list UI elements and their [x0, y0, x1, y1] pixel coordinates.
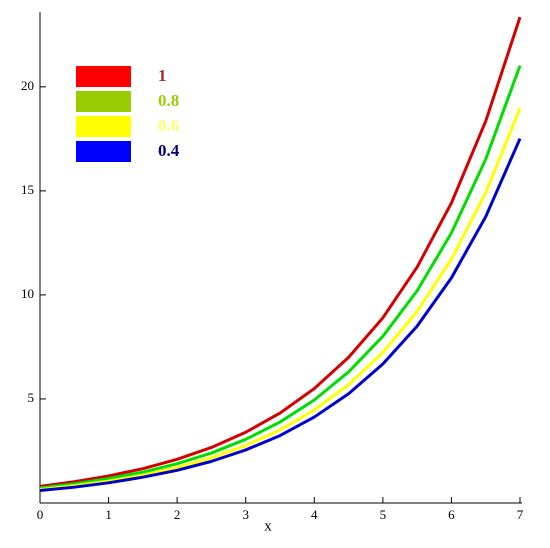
series-line [39, 65, 522, 490]
x-tick-label: 5 [380, 507, 387, 522]
series-line [39, 107, 522, 491]
legend-label: 0.4 [158, 141, 180, 160]
legend-swatch [76, 66, 131, 87]
legend-swatch [76, 91, 131, 112]
x-tick-label: 3 [242, 507, 249, 522]
legend-label: 0.6 [158, 116, 179, 135]
y-tick-label: 5 [28, 390, 35, 405]
x-tick-label: 4 [311, 507, 318, 522]
legend-label: 1 [158, 66, 167, 85]
x-tick-label: 7 [517, 507, 524, 522]
legend-swatch [76, 141, 131, 162]
x-tick-label: 1 [105, 507, 112, 522]
series-line [39, 16, 522, 488]
y-tick-label: 20 [21, 78, 34, 93]
y-tick-label: 15 [21, 182, 34, 197]
legend-swatch [76, 116, 131, 137]
x-tick-label: 0 [37, 507, 44, 522]
x-axis-label: x [264, 518, 272, 534]
series-line [39, 138, 522, 493]
legend-label: 0.8 [158, 91, 179, 110]
y-tick-label: 10 [21, 286, 34, 301]
x-tick-label: 2 [174, 507, 181, 522]
x-tick-label: 6 [448, 507, 455, 522]
